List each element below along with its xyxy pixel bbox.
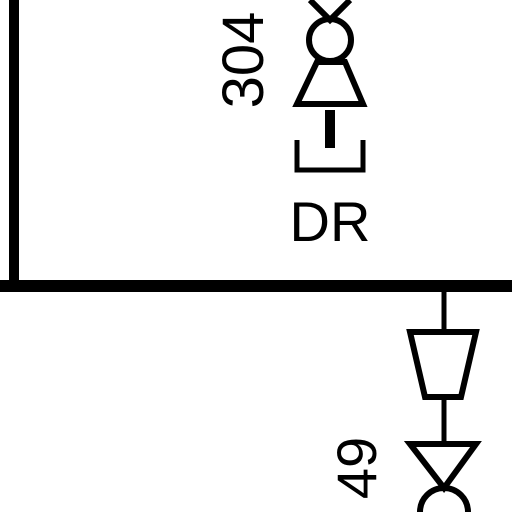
upper-device-circle bbox=[306, 16, 354, 64]
lower-device-number-label: 49 bbox=[325, 437, 388, 499]
upper-device-trapezoid bbox=[292, 59, 368, 107]
lower-device-49 bbox=[403, 286, 482, 512]
upper-device-number-label: 304 bbox=[211, 12, 276, 109]
upper-device-bracket bbox=[294, 140, 366, 173]
lower-device-triangle bbox=[403, 441, 482, 494]
lower-device-trapezoid bbox=[406, 329, 480, 400]
upper-device-304 bbox=[292, 0, 368, 173]
upper-device-tag-label: DR bbox=[290, 190, 371, 253]
lower-device-circle bbox=[417, 485, 471, 512]
